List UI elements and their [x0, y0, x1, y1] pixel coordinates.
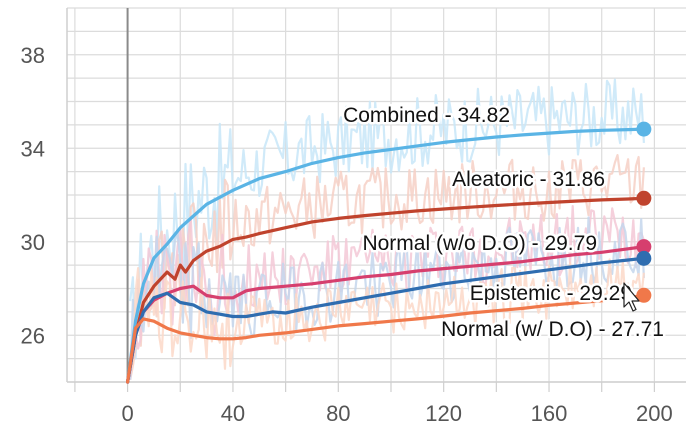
- x-tick-label: 40: [221, 401, 245, 426]
- x-tick-label: 0: [121, 401, 133, 426]
- series-label-normal-w-d-o: Normal (w/ D.O) - 27.71: [441, 318, 664, 341]
- mouse-cursor: [623, 282, 640, 312]
- series-label-epistemic: Epistemic - 29.29: [470, 282, 632, 305]
- x-tick-label: 80: [326, 401, 350, 426]
- x-tick-label: 200: [636, 401, 673, 426]
- series-line-aleatoric: [126, 196, 646, 384]
- tick-labels: 0 40 80 120 160 200 26 30 34 38: [21, 43, 673, 426]
- y-tick-label: 34: [21, 136, 45, 161]
- x-tick-label: 160: [531, 401, 568, 426]
- mouse-pointer-icon: [623, 282, 640, 312]
- series-end-points: [636, 121, 652, 303]
- series-line-combined: [126, 127, 646, 384]
- series-line-epistemic: [126, 256, 646, 384]
- x-tick-label: 120: [425, 401, 462, 426]
- series-lines: [126, 127, 646, 384]
- series-end-point-normal-w-d-o: [636, 287, 652, 303]
- series-end-point-normal-w-o-d-o: [636, 239, 652, 255]
- series-end-point-combined: [636, 121, 652, 137]
- series-label-normal-w-o-d-o: Normal (w/o D.O) - 29.79: [362, 232, 597, 255]
- raw-series-traces: [129, 78, 645, 380]
- series-end-point-epistemic: [636, 250, 652, 266]
- y-tick-label: 30: [21, 230, 45, 255]
- series-label-aleatoric: Aleatoric - 31.86: [452, 168, 605, 191]
- series-line-normal-w-o-d-o: [126, 245, 646, 384]
- raw-trace-normal-w-d-o-: [129, 258, 645, 370]
- y-tick-label: 38: [21, 43, 45, 68]
- series-end-point-aleatoric: [636, 190, 652, 206]
- series-label-combined: Combined - 34.82: [343, 104, 510, 127]
- y-tick-label: 26: [21, 323, 45, 348]
- series-line-normal-w-d-o: [126, 293, 646, 384]
- series-labels: Combined - 34.82 Aleatoric - 31.86 Normal …: [341, 102, 667, 344]
- raw-trace-aleatoric: [129, 154, 645, 380]
